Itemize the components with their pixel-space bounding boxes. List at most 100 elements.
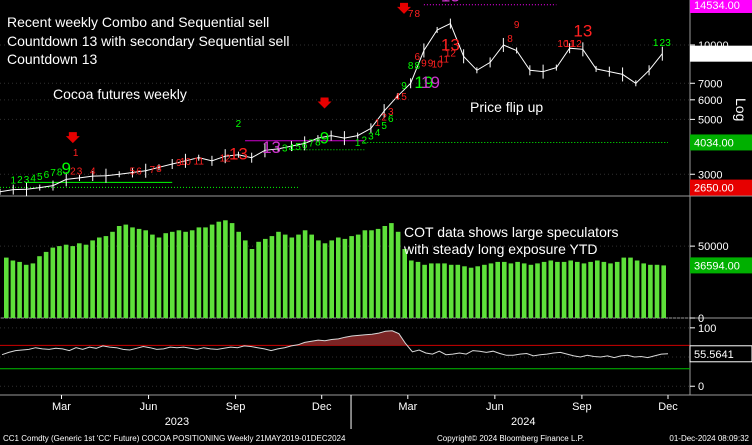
cot-tag-0-text: 36594.00 <box>694 260 740 272</box>
cot-bar <box>422 264 427 318</box>
annotation-title-1: Recent weekly Combo and Sequential sell <box>7 14 269 30</box>
count-label: 8 <box>507 34 513 45</box>
count-label: 9 <box>320 128 329 147</box>
count-label: 3 <box>24 175 30 186</box>
count-label: 1 <box>10 176 16 187</box>
count-label: 1 <box>653 38 659 49</box>
cot-bar <box>329 240 334 318</box>
footer-copyright: Copyright© 2024 Bloomberg Finance L.P. <box>437 434 584 443</box>
cot-y-tick-label: 50000 <box>698 241 729 253</box>
count-label: 4 <box>375 128 381 139</box>
count-label: 2 <box>70 167 76 178</box>
count-label: 11 <box>194 156 205 167</box>
cot-bar <box>429 263 434 318</box>
cot-bar <box>588 261 593 318</box>
x-month-label: Mar <box>398 401 417 413</box>
x-month-label: Mar <box>52 401 71 413</box>
cot-panel: 0 50000 36594.00 COT data shows large spe… <box>0 220 752 325</box>
cot-bar <box>375 228 381 318</box>
annotation-title-2: Countdown 13 with secondary Sequential s… <box>7 33 290 49</box>
count-label: 6 <box>414 52 420 63</box>
price-tag-2-text: 4034.00 <box>694 137 734 149</box>
down-arrow-marker <box>397 2 412 14</box>
cot-bar <box>555 261 560 318</box>
price-tag-0-text: 14534.00 <box>694 0 740 12</box>
price-y-tick-label: 7000 <box>698 78 722 90</box>
cot-bar <box>4 257 9 318</box>
cot-bar <box>309 234 314 318</box>
price-tag-0: 14534.00 <box>690 0 752 13</box>
price-y-tick-label: 3000 <box>698 169 722 181</box>
x-month-label: Jun <box>140 401 158 413</box>
count-label: 3 <box>282 144 288 155</box>
count-label: 19 <box>421 73 440 92</box>
x-year-label: 2024 <box>511 416 535 428</box>
cot-y-tick-label: 0 <box>698 313 704 325</box>
cot-bar <box>342 238 348 318</box>
cot-bar <box>243 240 248 318</box>
cot-bar <box>442 263 447 318</box>
x-axis: Mar Jun Sep Dec Mar Jun Sep Dec 2023 2024 <box>52 395 678 429</box>
cot-bar <box>183 231 188 319</box>
rsi-overbought-area <box>298 330 406 346</box>
count-label: 4 <box>90 166 96 177</box>
cot-value-tags: 36594.00 <box>690 257 752 274</box>
count-label: 10 <box>180 157 192 168</box>
cot-bar <box>641 263 646 318</box>
rsi-overbought-fill <box>298 330 406 346</box>
cot-bar <box>575 261 580 318</box>
cot-bar <box>595 260 600 318</box>
price-tag-2: 4034.00 <box>690 134 752 151</box>
cot-bar <box>170 231 175 319</box>
count-label: 11 <box>564 39 575 50</box>
price-tag-1-text: 9220.00 <box>694 49 734 61</box>
count-label: 2 <box>381 112 387 123</box>
cot-bar <box>455 264 461 318</box>
count-label: 13 <box>441 0 460 5</box>
cot-bar <box>661 265 666 318</box>
footer-timestamp: 01-Dec-2024 08:09:32 <box>669 434 749 443</box>
cot-bar <box>43 251 49 318</box>
rsi-panel: 100500 55.5641 <box>0 323 752 393</box>
cot-bar <box>475 266 480 319</box>
cot-bar <box>63 244 69 318</box>
cot-bars <box>4 220 666 319</box>
cot-y-axis: 0 50000 <box>690 241 729 325</box>
count-label: 2 <box>236 119 242 130</box>
rsi-tag-text: 55.5641 <box>694 349 734 361</box>
cot-bar <box>276 231 281 319</box>
count-label: 3 <box>665 38 671 49</box>
cot-bar <box>156 237 162 318</box>
cot-bar <box>203 227 208 318</box>
cot-bar <box>236 231 241 319</box>
count-label: 10 <box>432 60 444 71</box>
count-label: 9 <box>421 58 427 69</box>
cot-bar <box>628 257 633 318</box>
count-label: 6 <box>388 114 394 125</box>
cot-bar <box>482 264 487 318</box>
cot-bar <box>123 224 129 318</box>
count-label: 5 <box>381 121 387 132</box>
cot-bar <box>468 267 474 318</box>
cot-bar <box>229 223 235 318</box>
cot-bar <box>57 246 62 318</box>
cot-bar <box>70 246 75 318</box>
rsi-tag-box <box>689 345 752 363</box>
cot-bar <box>535 263 540 318</box>
x-month-label: Jun <box>486 401 504 413</box>
count-label: 9 <box>514 20 520 31</box>
cot-bar <box>302 230 308 318</box>
cot-bar <box>23 264 29 318</box>
cot-bar <box>581 263 587 318</box>
count-label: 6 <box>44 170 50 181</box>
cot-bar <box>77 243 82 319</box>
price-tag-3-text: 2650.00 <box>694 183 734 195</box>
cot-bar <box>196 227 202 318</box>
cot-bar <box>17 261 22 318</box>
cot-bar <box>110 231 115 319</box>
price-y-tick-label: 5000 <box>698 114 722 126</box>
cot-bar <box>289 237 295 318</box>
count-label: 5 <box>130 166 136 177</box>
cot-bar <box>634 260 640 318</box>
